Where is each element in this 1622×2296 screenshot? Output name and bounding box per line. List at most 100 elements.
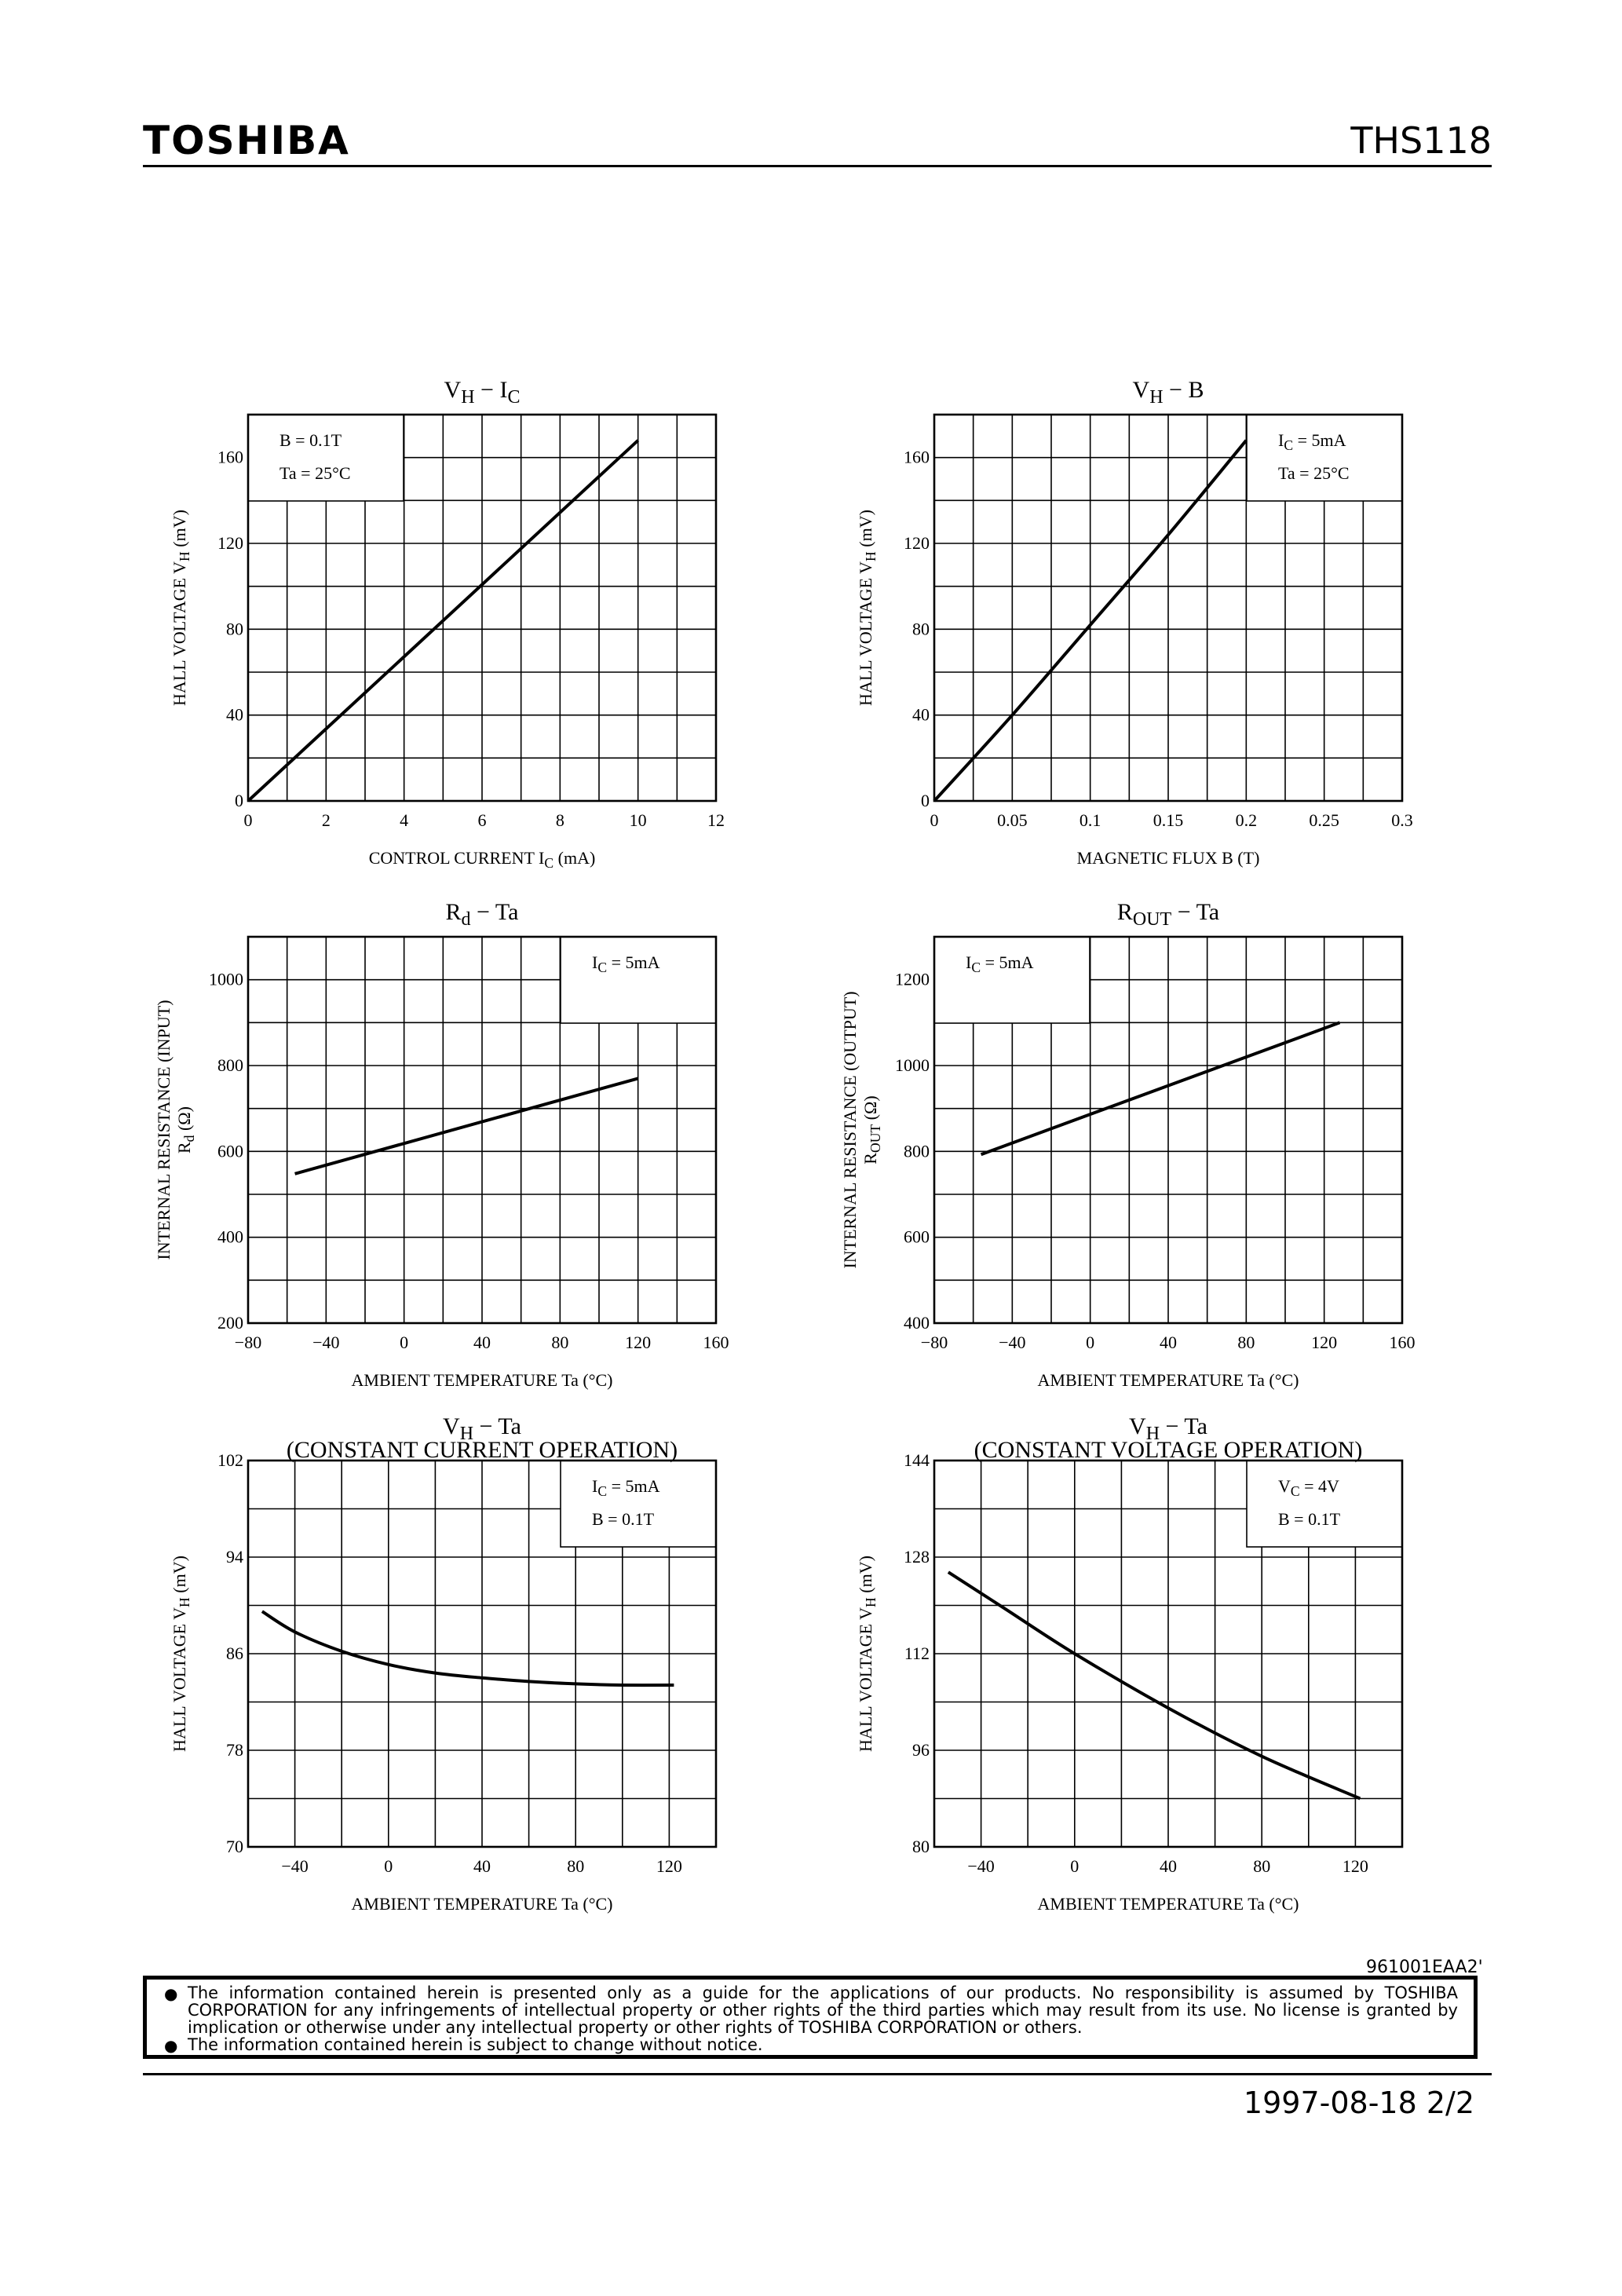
legend-label: IC = 5mA: [966, 952, 1034, 975]
chart-subtitle: (CONSTANT VOLTAGE OPERATION): [974, 1437, 1363, 1463]
x-tick-label: 0: [1070, 1856, 1079, 1876]
x-tick-label: 12: [707, 810, 725, 830]
x-axis-label: AMBIENT TEMPERATURE Ta (°C): [352, 1894, 613, 1914]
legend-label: VC = 4V: [1278, 1476, 1339, 1499]
x-tick-label: 40: [473, 1333, 491, 1352]
legend-label: IC = 5mA: [592, 952, 660, 975]
y-tick-label: 160: [904, 448, 930, 467]
x-tick-label: 160: [703, 1333, 729, 1352]
y-tick-label: 1200: [895, 970, 930, 989]
chart-title: VH − B: [1133, 377, 1204, 408]
bullet-icon: ●: [164, 2036, 178, 2055]
y-tick-label: 120: [217, 533, 243, 553]
y-tick-label: 86: [226, 1643, 243, 1663]
disclaimer-box: ● The information contained herein is pr…: [143, 1976, 1478, 2059]
chart-rd_ta: IC = 5mA −80 −40 0 40 80 120 160 200 400 600 800 100…: [154, 899, 729, 1390]
legend-label: Ta = 25°C: [279, 463, 351, 483]
plot-frame: [933, 1459, 1404, 1848]
x-tick-label: −40: [281, 1856, 308, 1876]
y-axis-label: INTERNAL RESISTANCE (INPUT): [154, 1000, 174, 1260]
y-tick-label: 128: [904, 1547, 930, 1567]
legend-label: B = 0.1T: [592, 1509, 655, 1529]
legend-box: [560, 936, 717, 1024]
y-tick-label: 40: [912, 705, 930, 725]
y-tick-label: 144: [904, 1450, 930, 1470]
y-tick-label: 102: [217, 1450, 243, 1470]
y-tick-label: 1000: [209, 970, 243, 989]
x-tick-label: 0.1: [1080, 810, 1101, 830]
legend-label: B = 0.1T: [279, 430, 342, 450]
y-tick-label: 200: [217, 1313, 243, 1333]
bullet-icon: ●: [164, 1984, 178, 2003]
series-line: [294, 1077, 639, 1175]
x-tick-label: 40: [473, 1856, 491, 1876]
x-tick-label: 8: [556, 810, 564, 830]
x-tick-label: −80: [921, 1333, 948, 1352]
x-tick-label: −40: [967, 1856, 994, 1876]
disclaimer-text-2: The information contained herein is subj…: [188, 2035, 763, 2054]
x-tick-label: 0.2: [1236, 810, 1258, 830]
x-tick-label: 120: [1311, 1333, 1337, 1352]
legend-box: [933, 936, 1090, 1024]
x-tick-label: 0: [384, 1856, 393, 1876]
disclaimer-text-1: The information contained herein is pres…: [188, 1983, 1458, 2037]
y-tick-label: 96: [912, 1740, 930, 1760]
brand-logo: TOSHIBA: [143, 118, 350, 163]
y-axis-label: HALL VOLTAGE VH (mV): [170, 510, 192, 706]
x-tick-label: 80: [551, 1333, 568, 1352]
x-tick-label: 80: [1237, 1333, 1255, 1352]
plot-frame: [247, 1459, 718, 1848]
x-tick-label: 0: [400, 1333, 408, 1352]
y-axis-label-line2: Rd (Ω): [174, 1106, 197, 1153]
y-tick-label: 78: [226, 1740, 243, 1760]
x-tick-label: 0.25: [1309, 810, 1339, 830]
legend-box: [1246, 1460, 1403, 1548]
chart-vh_ta_cc: IC = 5mA B = 0.1T −40 0 40 80 120 70 78 86 94 102 VH…: [170, 1413, 718, 1914]
chart-rout_ta: IC = 5mA −80 −40 0 40 80 120 160 400 600 800 1000 12…: [840, 899, 1416, 1390]
legend-label: B = 0.1T: [1278, 1509, 1341, 1529]
series-line: [247, 439, 640, 803]
x-tick-label: 0: [1086, 1333, 1094, 1352]
footer-date-page: 1997-08-18 2/2: [1243, 2086, 1474, 2120]
legend-label: IC = 5mA: [1278, 430, 1346, 453]
y-tick-label: 600: [217, 1141, 243, 1161]
legend-box: [247, 414, 404, 502]
x-tick-label: 0.3: [1391, 810, 1413, 830]
page-header: TOSHIBA THS118: [0, 0, 1622, 181]
y-tick-label: 80: [226, 619, 243, 638]
x-tick-label: 4: [400, 810, 408, 830]
x-tick-label: 40: [1160, 1856, 1177, 1876]
x-tick-label: 80: [567, 1856, 584, 1876]
x-axis-label: CONTROL CURRENT IC (mA): [369, 848, 596, 871]
y-tick-label: 112: [904, 1643, 930, 1663]
y-tick-label: 800: [217, 1055, 243, 1075]
y-tick-label: 600: [904, 1227, 930, 1247]
y-axis-label: HALL VOLTAGE VH (mV): [856, 510, 879, 706]
series-line: [947, 1570, 1361, 1801]
part-number: THS118: [1350, 119, 1492, 162]
y-tick-label: 160: [217, 448, 243, 467]
chart-title: Rd − Ta: [446, 899, 519, 930]
x-tick-label: −80: [235, 1333, 261, 1352]
y-tick-label: 70: [226, 1837, 243, 1856]
x-axis-label: AMBIENT TEMPERATURE Ta (°C): [1038, 1370, 1299, 1390]
x-axis-label: AMBIENT TEMPERATURE Ta (°C): [1038, 1894, 1299, 1914]
chart-title: VH − Ta: [1129, 1413, 1207, 1444]
chart-title: ROUT − Ta: [1117, 899, 1219, 930]
disclaimer-item: ● The information contained herein is su…: [163, 2035, 1458, 2055]
x-tick-label: 2: [322, 810, 331, 830]
legend-box: [1246, 414, 1403, 502]
y-tick-label: 0: [921, 791, 930, 810]
legend-box: [560, 1460, 717, 1548]
plot-frame: [247, 935, 718, 1325]
series-line: [261, 1610, 674, 1687]
series-line: [980, 1021, 1341, 1157]
x-tick-label: 0: [244, 810, 253, 830]
y-tick-label: 94: [226, 1547, 243, 1567]
legend-label: Ta = 25°C: [1278, 463, 1350, 483]
chart-title: VH − IC: [444, 377, 521, 408]
y-tick-label: 120: [904, 533, 930, 553]
chart-vh_ta_cv: VC = 4V B = 0.1T −40 0 40 80 120 80 96 112 128 144 V…: [856, 1413, 1404, 1914]
x-tick-label: 6: [478, 810, 487, 830]
